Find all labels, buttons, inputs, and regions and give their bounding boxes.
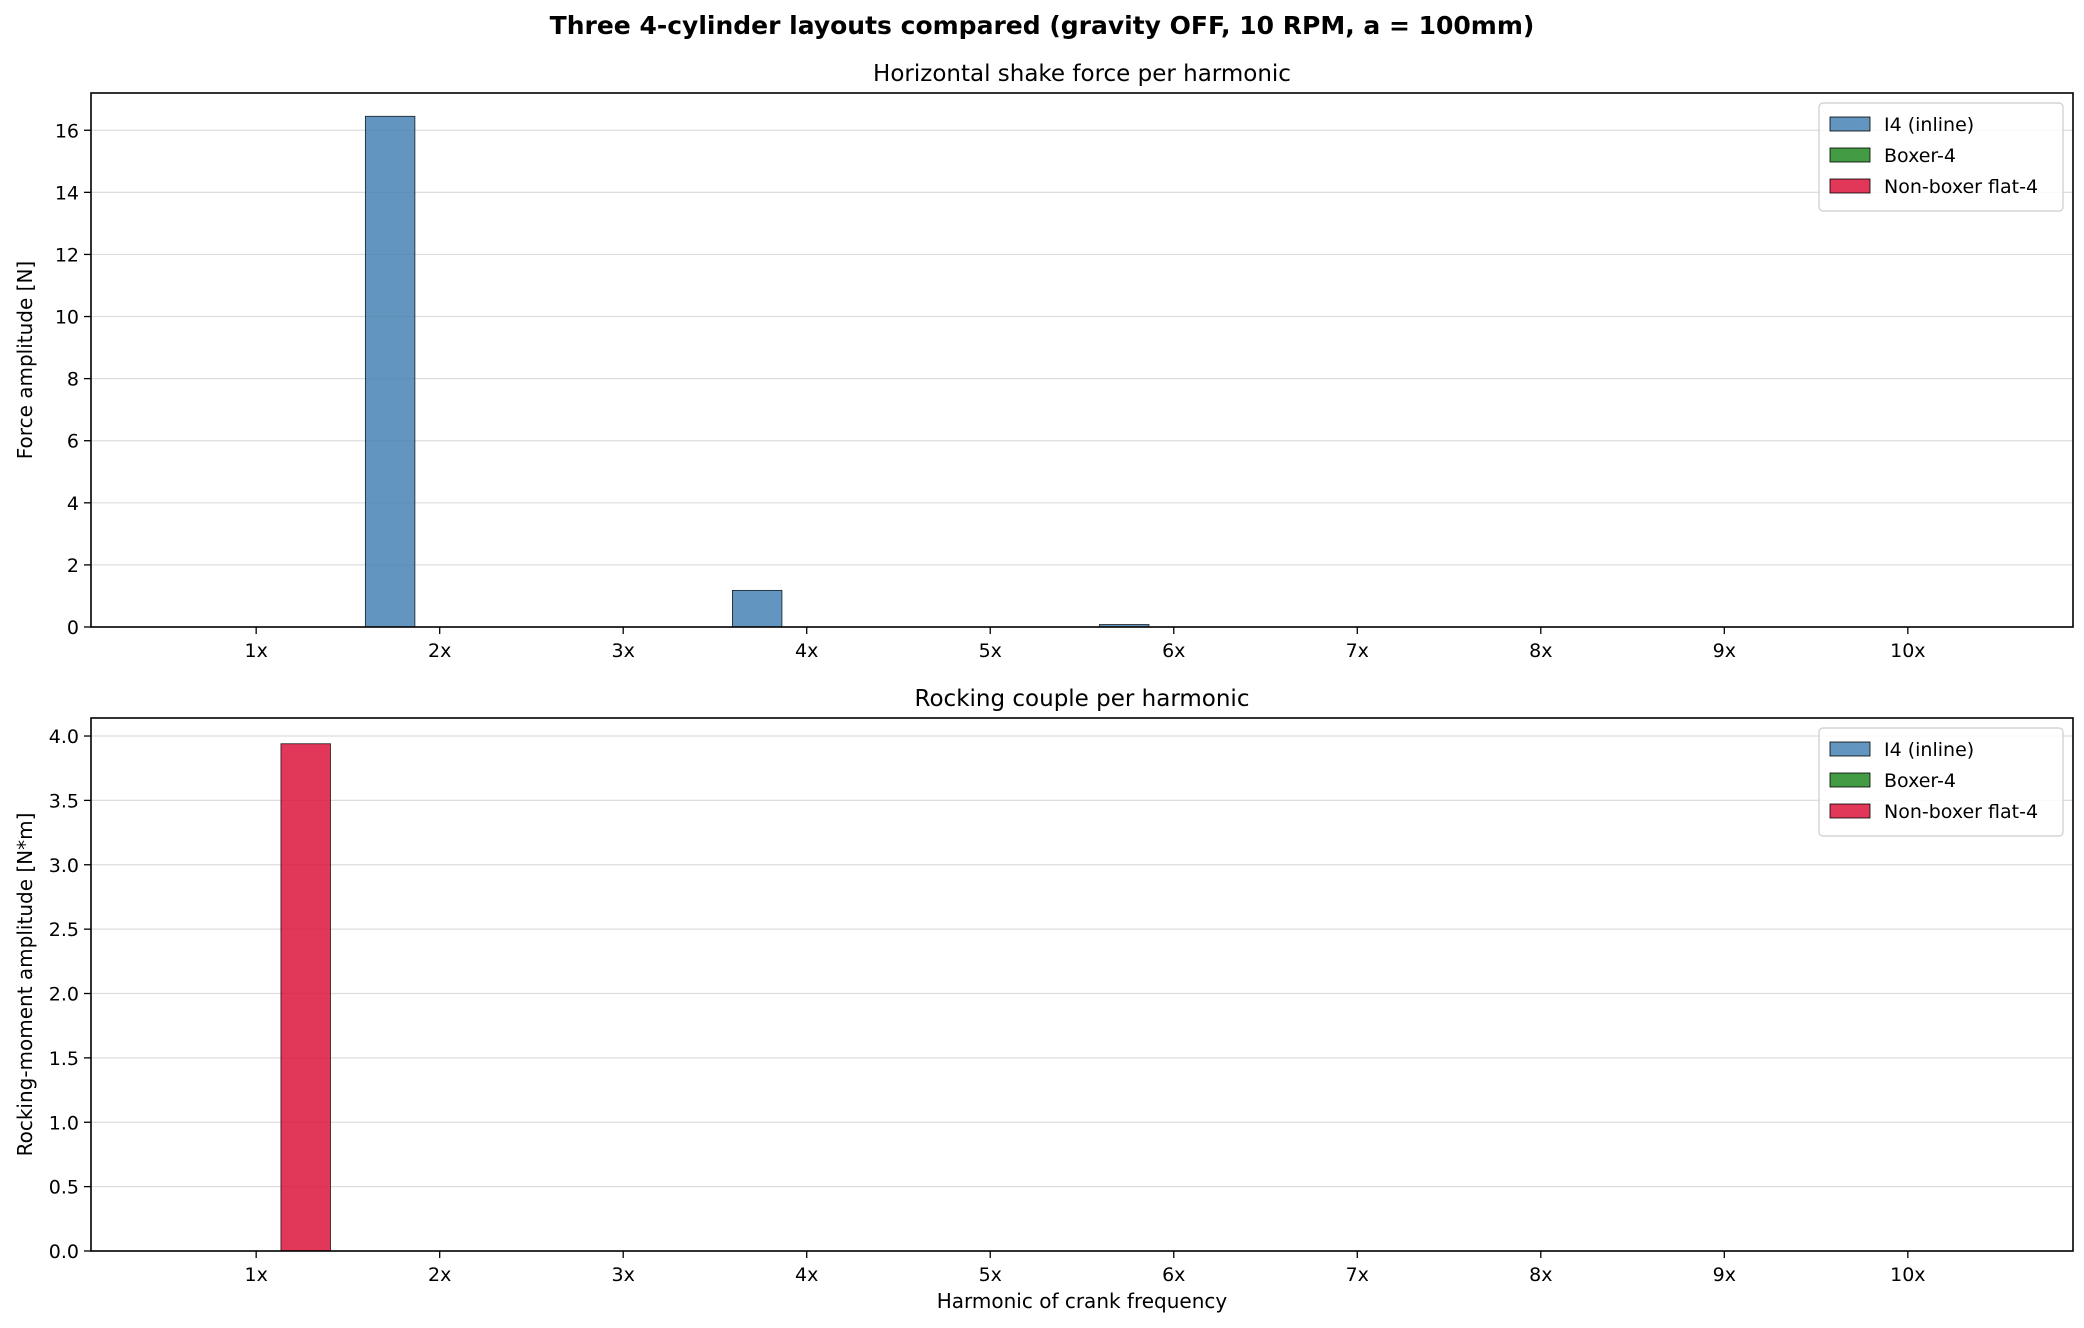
rocking-xtick-label: 9x [1713, 1264, 1736, 1286]
rocking-xtick-label: 2x [428, 1264, 451, 1286]
force-grid [91, 129, 2073, 628]
force-xtick-label: 5x [979, 640, 1002, 662]
force-ytick-label: 16 [55, 120, 79, 142]
rocking-xtick-label: 3x [612, 1264, 635, 1286]
rocking-legend-box [1818, 727, 2064, 837]
force-bar [364, 115, 416, 628]
force-chart-panel: 0 2 4 6 8 10 12 14 16 1x 2x 3x 4x 5x 6x 7x 8x 9x 10x Horizo… [13, 61, 2074, 662]
rocking-axes-frame [90, 717, 2074, 1252]
force-legend: I4 (inline) Boxer-4 Non-boxer flat-4 [1818, 102, 2064, 212]
figure-title: Three 4-cylinder layouts compared (gravi… [550, 11, 1535, 40]
force-ytick-label: 6 [67, 431, 79, 453]
force-ytick-label: 4 [67, 493, 79, 515]
force-ytick-label: 12 [55, 244, 79, 266]
rocking-y-ticks: 0.0 0.5 1.0 1.5 2.0 2.5 3.0 3.5 4.0 [49, 726, 91, 1263]
rocking-xtick-label: 8x [1529, 1264, 1552, 1286]
force-xtick-label: 10x [1890, 640, 1925, 662]
rocking-legend-swatch [1829, 803, 1871, 819]
force-xtick-label: 1x [244, 640, 267, 662]
force-legend-label: I4 (inline) [1884, 114, 1974, 136]
force-legend-box [1818, 102, 2064, 212]
rocking-legend-swatch [1829, 772, 1871, 788]
rocking-ytick-label: 0.5 [49, 1177, 79, 1199]
force-legend-swatch [1829, 147, 1871, 163]
force-y-axis-label: Force amplitude [N] [13, 261, 37, 459]
rocking-ytick-label: 2.5 [49, 919, 79, 941]
rocking-chart-title: Rocking couple per harmonic [915, 686, 1250, 712]
rocking-legend-label: I4 (inline) [1884, 739, 1974, 761]
force-ytick-label: 2 [67, 555, 79, 577]
rocking-xtick-label: 5x [979, 1264, 1002, 1286]
rocking-bars [280, 743, 331, 1252]
force-xtick-label: 8x [1529, 640, 1552, 662]
rocking-legend: I4 (inline) Boxer-4 Non-boxer flat-4 [1818, 727, 2064, 837]
rocking-bar [280, 743, 331, 1252]
force-legend-label: Boxer-4 [1884, 145, 1956, 167]
force-xtick-label: 2x [428, 640, 451, 662]
rocking-legend-label: Non-boxer flat-4 [1884, 801, 2038, 823]
force-ytick-label: 14 [55, 182, 79, 204]
rocking-ytick-label: 3.5 [49, 790, 79, 812]
force-legend-swatch [1829, 116, 1871, 132]
force-xtick-label: 4x [795, 640, 818, 662]
force-xtick-label: 6x [1162, 640, 1185, 662]
rocking-legend-swatch [1829, 741, 1871, 757]
force-ytick-label: 8 [67, 369, 79, 391]
force-legend-label: Non-boxer flat-4 [1884, 176, 2038, 198]
force-x-ticks: 1x 2x 3x 4x 5x 6x 7x 8x 9x 10x [244, 627, 1926, 662]
force-bars [364, 115, 1150, 628]
force-bar [731, 589, 783, 628]
force-axes-frame [90, 92, 2074, 628]
rocking-ytick-label: 0.0 [49, 1241, 79, 1263]
rocking-ytick-label: 4.0 [49, 726, 79, 748]
force-chart-title: Horizontal shake force per harmonic [873, 61, 1291, 87]
rocking-x-axis-label: Harmonic of crank frequency [937, 1289, 1228, 1313]
rocking-grid [91, 735, 2073, 1252]
rocking-xtick-label: 4x [795, 1264, 818, 1286]
force-xtick-label: 9x [1713, 640, 1736, 662]
force-xtick-label: 7x [1346, 640, 1369, 662]
force-xtick-label: 3x [612, 640, 635, 662]
rocking-x-ticks: 1x 2x 3x 4x 5x 6x 7x 8x 9x 10x [244, 1251, 1926, 1286]
rocking-ytick-label: 1.5 [49, 1048, 79, 1070]
force-y-ticks: 0 2 4 6 8 10 12 14 16 [55, 120, 91, 639]
rocking-xtick-label: 7x [1346, 1264, 1369, 1286]
force-ytick-label: 0 [67, 617, 79, 639]
rocking-ytick-label: 2.0 [49, 984, 79, 1006]
rocking-xtick-label: 1x [244, 1264, 267, 1286]
rocking-chart-panel: 0.0 0.5 1.0 1.5 2.0 2.5 3.0 3.5 4.0 1x 2x 3x 4x 5x 6x 7… [13, 686, 2074, 1313]
rocking-xtick-label: 10x [1890, 1264, 1925, 1286]
rocking-y-axis-label: Rocking-moment amplitude [N*m] [13, 813, 37, 1157]
rocking-ytick-label: 3.0 [49, 855, 79, 877]
rocking-ytick-label: 1.0 [49, 1112, 79, 1134]
force-legend-swatch [1829, 178, 1871, 194]
rocking-xtick-label: 6x [1162, 1264, 1185, 1286]
force-ytick-label: 10 [55, 307, 79, 329]
rocking-legend-label: Boxer-4 [1884, 770, 1956, 792]
